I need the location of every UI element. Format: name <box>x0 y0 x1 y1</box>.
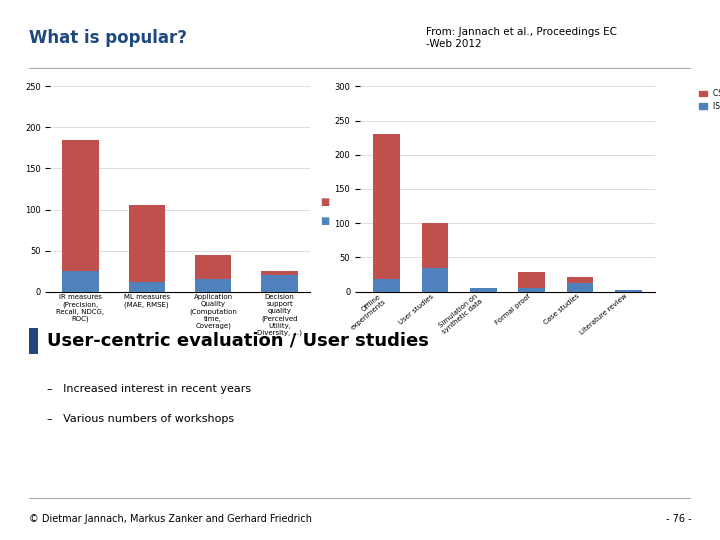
Text: © Dietmar Jannach, Markus Zanker and Gerhard Friedrich: © Dietmar Jannach, Markus Zanker and Ger… <box>29 515 312 524</box>
Bar <box>62 140 99 292</box>
Bar <box>422 223 449 292</box>
Bar <box>261 271 298 292</box>
Text: - 76 -: - 76 - <box>665 515 691 524</box>
Text: –   Increased interest in recent years: – Increased interest in recent years <box>47 384 251 394</box>
Bar <box>129 282 165 292</box>
Bar <box>422 268 449 292</box>
Bar <box>195 255 231 292</box>
Text: ■: ■ <box>320 217 330 226</box>
Bar <box>470 288 497 292</box>
Bar <box>374 134 400 292</box>
Legend: CS publications, IS publications: CS publications, IS publications <box>696 86 720 114</box>
Bar <box>261 275 298 292</box>
Bar <box>62 271 99 292</box>
Text: From: Jannach et al., Proceedings EC
-Web 2012: From: Jannach et al., Proceedings EC -We… <box>426 27 617 49</box>
Bar <box>195 279 231 292</box>
Bar <box>615 290 642 292</box>
Bar <box>374 279 400 292</box>
Bar <box>615 290 642 292</box>
Text: –   Various numbers of workshops: – Various numbers of workshops <box>47 414 234 423</box>
Bar <box>518 273 545 292</box>
Text: What is popular?: What is popular? <box>29 29 186 47</box>
Bar <box>129 205 165 292</box>
Bar <box>470 288 497 292</box>
Text: User-centric evaluation / User studies: User-centric evaluation / User studies <box>47 332 428 350</box>
Bar <box>567 276 593 292</box>
Bar <box>518 288 545 292</box>
Bar <box>567 284 593 292</box>
Text: ■: ■ <box>320 198 330 207</box>
